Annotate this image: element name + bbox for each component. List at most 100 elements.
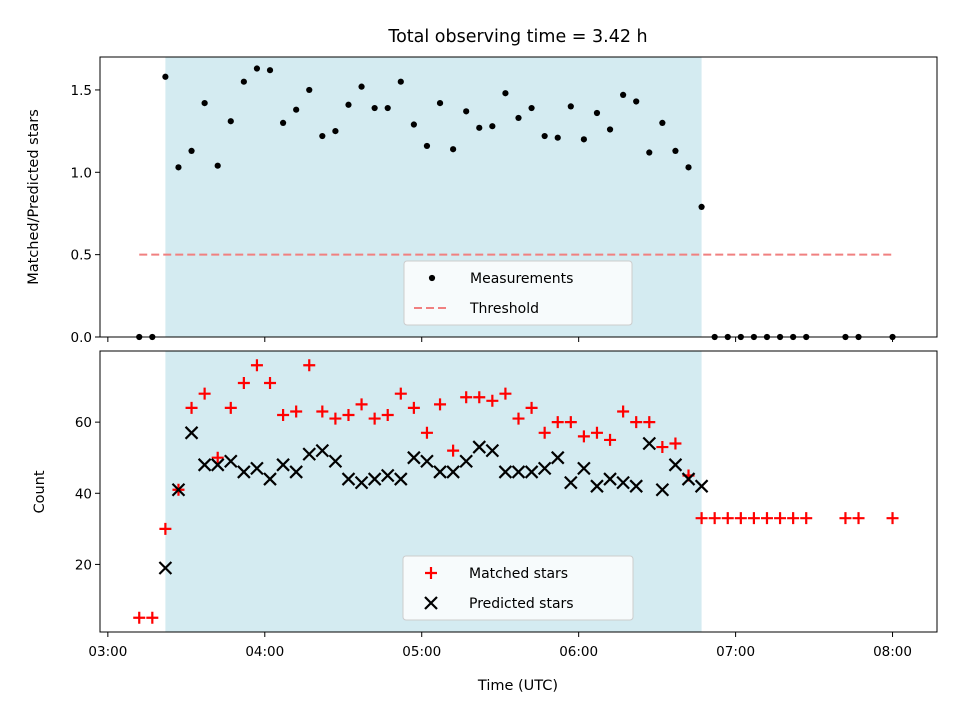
top-y-axis-label: Matched/Predicted stars bbox=[26, 109, 42, 285]
predicted-star-point bbox=[472, 440, 487, 454]
measurement-point bbox=[306, 86, 313, 94]
matched-star-point bbox=[381, 409, 394, 422]
matched-star-point bbox=[420, 426, 433, 439]
matched-star-point bbox=[198, 387, 211, 400]
matched-star-point bbox=[800, 512, 813, 525]
matched-star-point bbox=[355, 398, 368, 411]
predicted-star-point bbox=[537, 461, 552, 476]
measurement-point bbox=[554, 134, 561, 141]
matched-star-point bbox=[277, 409, 290, 422]
matched-star-point bbox=[447, 444, 460, 457]
x-tick-label: 08:00 bbox=[873, 644, 912, 660]
matched-star-point bbox=[394, 387, 407, 400]
matched-star-point bbox=[368, 412, 381, 425]
matched-star-point bbox=[499, 387, 512, 400]
matched-star-point bbox=[264, 377, 277, 390]
matched-star-point bbox=[734, 512, 747, 525]
predicted-star-point bbox=[485, 443, 500, 458]
legend-swatch-predicted bbox=[424, 596, 438, 610]
predicted-star-point bbox=[603, 472, 617, 486]
matched-star-point bbox=[669, 437, 682, 450]
matched-star-point bbox=[747, 512, 760, 525]
matched-star-point bbox=[486, 394, 499, 407]
bottom-panel: 20 40 60 03:00 04:00 05:00 06:00 07:00 08:00 Matc… bbox=[75, 350, 938, 660]
y-tick-label: 1.5 bbox=[71, 83, 92, 99]
matched-star-point bbox=[185, 401, 198, 414]
matched-star-point bbox=[224, 401, 237, 414]
predicted-star-point bbox=[420, 454, 434, 469]
measurement-point bbox=[319, 132, 326, 140]
matched-star-point bbox=[695, 512, 708, 525]
measurement-point bbox=[214, 162, 221, 169]
measurement-point bbox=[384, 104, 391, 112]
predicted-star-point bbox=[577, 461, 591, 476]
predicted-star-point bbox=[642, 436, 657, 451]
matched-star-point bbox=[211, 451, 224, 464]
measurement-point bbox=[633, 98, 640, 105]
matched-star-point bbox=[525, 401, 538, 414]
legend-swatch-matched bbox=[425, 567, 437, 579]
matched-star-point bbox=[250, 359, 263, 372]
predicted-star-point bbox=[315, 443, 330, 458]
matched-star-point bbox=[290, 405, 303, 418]
measurement-point bbox=[227, 118, 234, 125]
predicted-star-point bbox=[498, 465, 513, 479]
predicted-star-point bbox=[407, 450, 421, 465]
matched-star-point bbox=[460, 391, 473, 404]
chart-title: Total observing time = 3.42 h bbox=[387, 27, 647, 47]
predicted-star-point bbox=[263, 472, 277, 486]
matched-star-point bbox=[839, 512, 852, 525]
measurement-point bbox=[646, 149, 653, 156]
matched-star-point bbox=[316, 405, 329, 418]
measurement-point bbox=[175, 164, 182, 171]
matched-star-point bbox=[407, 401, 420, 414]
predicted-star-point bbox=[367, 472, 382, 486]
plot-frame bbox=[99, 350, 938, 633]
y-tick-label: 0.0 bbox=[71, 330, 92, 346]
measurement-point bbox=[240, 78, 247, 85]
predicted-star-point bbox=[158, 561, 173, 575]
predicted-star-point bbox=[171, 482, 186, 497]
legend-entry: Threshold bbox=[469, 301, 539, 317]
top-panel: 0.0 0.5 1.0 1.5 Measurements Threshold bbox=[71, 56, 938, 346]
matched-star-point bbox=[760, 512, 773, 525]
matched-star-point bbox=[512, 412, 525, 425]
predicted-star-point bbox=[380, 468, 395, 483]
predicted-star-point bbox=[341, 472, 356, 486]
x-tick-label: 06:00 bbox=[559, 644, 598, 660]
matched-star-point bbox=[721, 512, 734, 525]
measurement-point bbox=[371, 104, 378, 112]
predicted-star-point bbox=[354, 475, 369, 490]
predicted-star-point bbox=[237, 465, 251, 479]
measurement-point bbox=[397, 78, 404, 85]
matched-star-point bbox=[303, 359, 316, 372]
predicted-star-point bbox=[224, 454, 238, 469]
predicted-star-point bbox=[210, 458, 225, 472]
measurement-point bbox=[436, 100, 444, 107]
legend: Matched stars Predicted stars bbox=[402, 555, 634, 621]
predicted-star-point bbox=[459, 454, 473, 469]
measurement-point bbox=[672, 147, 679, 154]
measurement-point bbox=[345, 101, 352, 108]
predicted-star-point bbox=[616, 475, 630, 490]
measurement-point bbox=[593, 109, 601, 117]
legend-swatch-measurements bbox=[428, 274, 436, 282]
matched-star-point bbox=[787, 512, 800, 525]
measurement-point bbox=[463, 108, 470, 115]
matched-star-point bbox=[237, 377, 250, 390]
measurement-point bbox=[188, 147, 195, 154]
matched-star-point bbox=[434, 398, 447, 411]
measurement-point bbox=[423, 142, 431, 150]
predicted-star-point bbox=[328, 454, 343, 469]
matched-star-point bbox=[617, 405, 630, 418]
legend-entry: Predicted stars bbox=[469, 596, 574, 612]
measurement-point bbox=[489, 123, 496, 130]
measurement-point bbox=[515, 114, 522, 122]
measurement-point bbox=[293, 106, 300, 113]
measurement-point bbox=[162, 73, 169, 80]
matched-star-point bbox=[564, 416, 577, 429]
legend: Measurements Threshold bbox=[403, 260, 633, 326]
matched-star-point bbox=[604, 433, 617, 446]
predicted-star-point bbox=[197, 458, 212, 472]
measurement-point bbox=[541, 132, 548, 140]
